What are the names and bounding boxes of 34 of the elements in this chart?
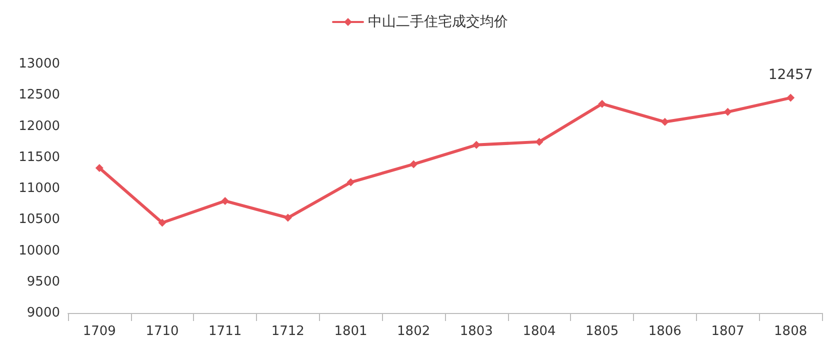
y-tick-label: 10000 bbox=[18, 243, 60, 258]
y-tick-label: 9500 bbox=[26, 274, 60, 290]
x-tick-label: 1710 bbox=[146, 324, 179, 339]
x-tick-label: 1802 bbox=[397, 324, 430, 339]
y-tick-label: 12000 bbox=[18, 118, 60, 134]
x-tick-label: 1711 bbox=[208, 324, 242, 339]
point bbox=[346, 178, 355, 186]
x-tick-label: 1808 bbox=[774, 324, 808, 339]
point bbox=[472, 140, 480, 149]
x-tick-label: 1712 bbox=[271, 324, 304, 339]
x-tick-label: 1801 bbox=[334, 324, 368, 339]
point bbox=[410, 160, 418, 168]
point bbox=[786, 94, 795, 102]
x-tick-label: 1803 bbox=[460, 324, 493, 339]
point bbox=[95, 164, 104, 172]
y-tick-label: 11500 bbox=[18, 150, 60, 165]
x-tick-label: 1804 bbox=[522, 324, 556, 339]
y-tick-label: 12500 bbox=[18, 88, 60, 103]
legend-label: 中山二手住宅成交均价 bbox=[368, 14, 508, 30]
point bbox=[221, 196, 230, 205]
point bbox=[660, 118, 669, 126]
y-tick-label: 10500 bbox=[18, 212, 60, 228]
data-label: 12457 bbox=[768, 66, 813, 83]
x-tick-label: 1807 bbox=[711, 324, 744, 339]
x-tick-label: 1806 bbox=[648, 324, 682, 339]
y-tick-label: 13000 bbox=[18, 56, 60, 72]
y-tick-label: 9000 bbox=[26, 306, 60, 320]
y-tick-label: 11000 bbox=[18, 181, 60, 196]
point bbox=[724, 108, 732, 116]
point bbox=[284, 214, 292, 222]
point bbox=[158, 218, 166, 227]
x-tick-label: 1805 bbox=[586, 324, 619, 339]
point bbox=[598, 100, 606, 108]
x-tick-label: 1709 bbox=[82, 324, 116, 339]
